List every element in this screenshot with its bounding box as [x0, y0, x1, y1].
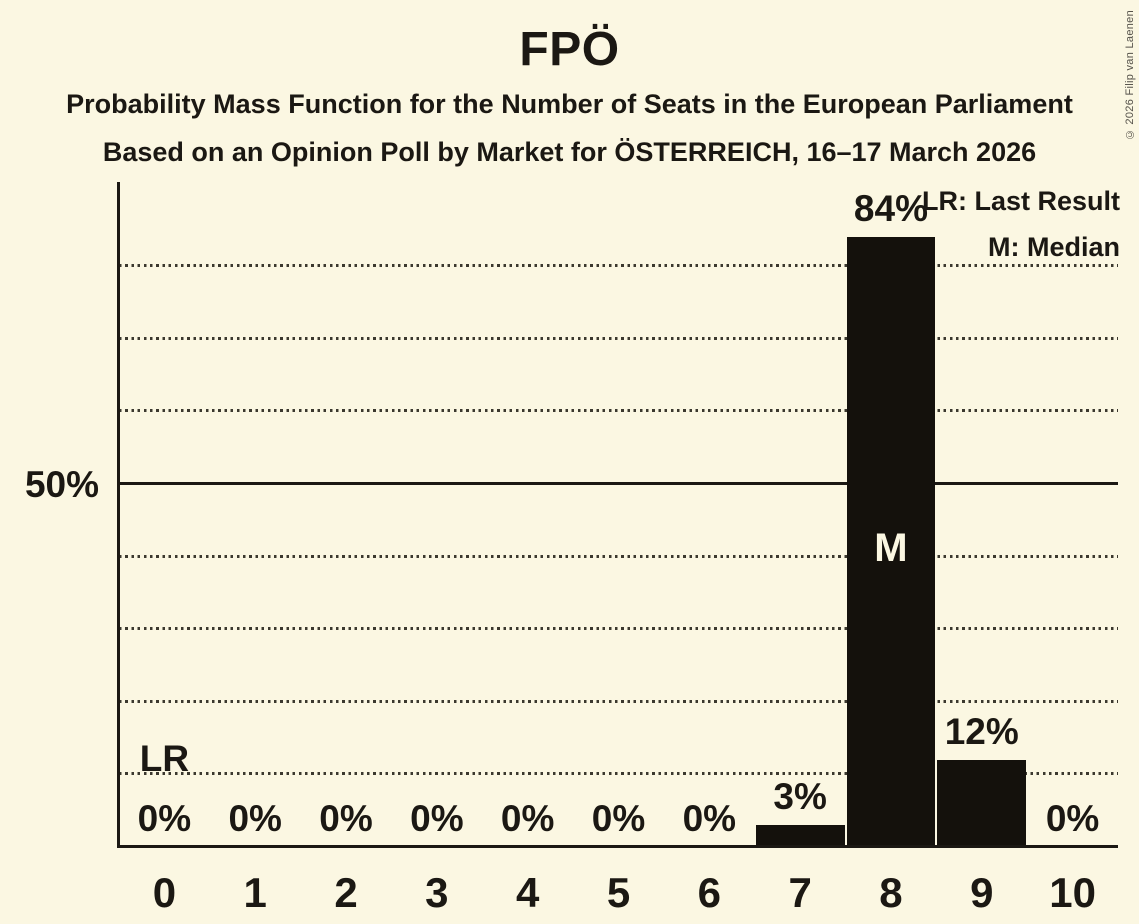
x-tick-2: 2	[334, 869, 358, 916]
value-label-seat-2: 0%	[319, 798, 373, 839]
gridline-dotted-30pct	[119, 627, 1118, 631]
x-tick-0: 0	[152, 869, 177, 916]
x-tick-6: 6	[697, 869, 721, 916]
legend-last-result: LR: Last Result	[921, 186, 1120, 216]
gridline-dotted-20pct	[119, 699, 1118, 703]
gridline-dotted-40pct	[119, 554, 1118, 558]
gridline-dotted-80pct	[119, 264, 1118, 268]
x-tick-5: 5	[606, 869, 631, 916]
x-tick-10: 10	[1049, 869, 1096, 916]
bar-seat-9	[937, 759, 1027, 847]
value-label-seat-10: 0%	[1045, 798, 1100, 839]
x-tick-8: 8	[879, 869, 903, 916]
gridline-dotted-60pct	[119, 409, 1118, 413]
copyright-notice: © 2026 Filip van Laenen	[1124, 10, 1136, 141]
x-tick-9: 9	[970, 869, 994, 916]
x-axis-line	[117, 845, 1118, 848]
last-result-marker: LR	[139, 738, 190, 779]
value-label-seat-3: 0%	[410, 798, 464, 839]
value-label-seat-4: 0%	[500, 798, 555, 839]
bar-seat-8	[846, 237, 936, 847]
legend-median: M: Median	[988, 232, 1120, 262]
chart-subtitle-line-2: Based on an Opinion Poll by Market for Ö…	[102, 137, 1037, 167]
value-label-seat-5: 0%	[591, 798, 646, 839]
x-tick-1: 1	[243, 869, 267, 916]
gridline-solid-50pct	[119, 482, 1118, 485]
x-tick-7: 7	[788, 869, 812, 916]
value-label-seat-9: 12%	[944, 710, 1019, 752]
value-label-seat-8: 84%	[853, 188, 928, 230]
gridline-dotted-70pct	[119, 336, 1118, 340]
value-label-seat-7: 3%	[773, 776, 827, 818]
value-label-seat-1: 0%	[228, 798, 282, 839]
x-tick-3: 3	[425, 869, 449, 916]
chart-subtitle-line-1: Probability Mass Function for the Number…	[66, 89, 1073, 119]
gridline-dotted-10pct	[119, 772, 1118, 776]
median-marker: M	[874, 526, 908, 570]
bar-seat-7	[755, 825, 845, 847]
y-axis-50pct-label: 50%	[24, 464, 99, 505]
chart-title: FPÖ	[519, 23, 620, 76]
y-axis-line	[117, 182, 120, 848]
x-tick-4: 4	[515, 869, 540, 916]
value-label-seat-6: 0%	[682, 798, 737, 839]
value-label-seat-0: 0%	[137, 798, 192, 839]
